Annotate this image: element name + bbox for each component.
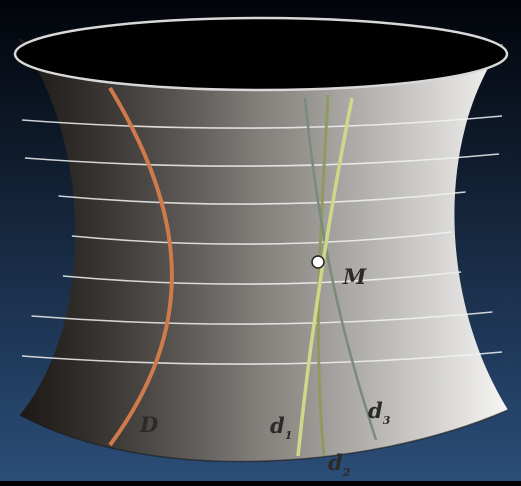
parallel-line <box>58 191 466 205</box>
label-d1: d1 <box>270 413 292 442</box>
label-D: D <box>139 412 159 437</box>
label-d1-sub: 1 <box>285 429 293 442</box>
line-d3 <box>303 97 378 441</box>
surface-shading <box>18 38 508 462</box>
label-d2-base: d <box>328 450 343 475</box>
curve-D <box>108 86 174 447</box>
label-d1-base: d <box>270 413 285 438</box>
label-M: M <box>342 264 367 289</box>
point-M <box>311 255 325 269</box>
parallel-line <box>31 311 493 325</box>
label-d2: d2 <box>328 450 351 479</box>
parallel-circles <box>21 115 503 365</box>
label-d3: d3 <box>368 398 391 427</box>
bottom-rim <box>19 409 509 463</box>
label-d2-sub: 2 <box>342 466 351 479</box>
parallel-line <box>24 153 500 167</box>
top-opening <box>13 16 509 92</box>
parallel-line <box>21 115 503 129</box>
parallel-line <box>71 231 453 245</box>
label-d3-base: d <box>368 398 383 423</box>
line-d2 <box>316 94 330 457</box>
parallel-line <box>21 351 503 365</box>
label-d3-sub: 3 <box>383 414 391 427</box>
parallel-line <box>62 271 462 285</box>
